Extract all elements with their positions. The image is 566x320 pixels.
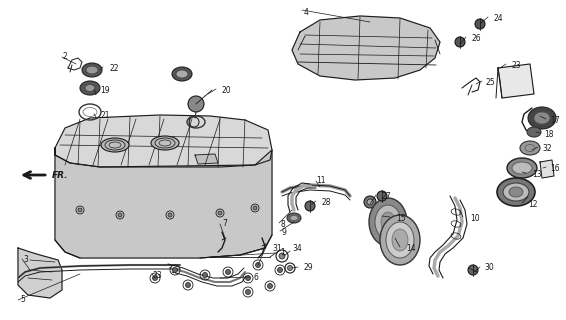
Text: 17: 17	[550, 116, 560, 124]
Circle shape	[475, 19, 485, 29]
Ellipse shape	[155, 138, 175, 148]
Circle shape	[246, 276, 251, 281]
Text: 25: 25	[486, 77, 496, 86]
Polygon shape	[540, 160, 554, 178]
Circle shape	[364, 196, 376, 208]
Ellipse shape	[528, 107, 556, 129]
Text: 29: 29	[304, 263, 314, 273]
Circle shape	[253, 206, 257, 210]
Ellipse shape	[497, 178, 535, 206]
Ellipse shape	[527, 127, 541, 137]
Circle shape	[78, 208, 82, 212]
Ellipse shape	[507, 158, 537, 178]
Circle shape	[168, 213, 172, 217]
Circle shape	[188, 96, 204, 112]
Ellipse shape	[105, 140, 125, 150]
Text: 21: 21	[100, 110, 109, 119]
Text: 13: 13	[532, 170, 542, 179]
Ellipse shape	[290, 215, 298, 220]
Circle shape	[173, 268, 178, 273]
Text: 14: 14	[406, 244, 415, 252]
Text: 4: 4	[304, 7, 309, 17]
Text: 19: 19	[100, 85, 110, 94]
Text: 12: 12	[528, 199, 538, 209]
Ellipse shape	[369, 198, 407, 246]
Polygon shape	[55, 115, 272, 167]
Ellipse shape	[509, 187, 523, 197]
Ellipse shape	[392, 229, 408, 251]
Ellipse shape	[151, 136, 179, 150]
Polygon shape	[498, 64, 534, 98]
Circle shape	[277, 268, 282, 273]
Text: 6: 6	[254, 274, 259, 283]
Text: 10: 10	[470, 213, 479, 222]
Text: 1: 1	[280, 247, 285, 257]
Text: 34: 34	[292, 244, 302, 252]
Ellipse shape	[82, 63, 102, 77]
Text: 27: 27	[382, 191, 392, 201]
Circle shape	[255, 262, 260, 268]
Text: 7: 7	[222, 219, 227, 228]
Ellipse shape	[503, 183, 529, 201]
Text: 23: 23	[512, 60, 522, 69]
Circle shape	[218, 211, 222, 215]
Text: 2: 2	[62, 52, 67, 60]
Polygon shape	[195, 154, 218, 164]
Circle shape	[367, 199, 373, 205]
Text: 18: 18	[544, 130, 554, 139]
Text: 33: 33	[152, 270, 162, 279]
Ellipse shape	[176, 70, 188, 78]
Circle shape	[279, 253, 285, 259]
Text: 15: 15	[396, 213, 406, 222]
Ellipse shape	[534, 112, 550, 124]
Text: 16: 16	[550, 164, 560, 172]
Text: 26: 26	[472, 34, 482, 43]
Text: 22: 22	[109, 63, 118, 73]
Text: 5: 5	[20, 295, 25, 305]
Text: 31: 31	[272, 244, 282, 252]
Text: 24: 24	[494, 13, 504, 22]
Circle shape	[118, 213, 122, 217]
Text: 30: 30	[484, 263, 494, 273]
Text: 11: 11	[316, 175, 325, 185]
Text: 20: 20	[222, 85, 231, 94]
Text: 9: 9	[282, 228, 287, 236]
Ellipse shape	[101, 138, 129, 152]
Text: FR.: FR.	[52, 171, 68, 180]
Ellipse shape	[381, 212, 395, 232]
Ellipse shape	[386, 222, 414, 258]
Polygon shape	[55, 148, 272, 258]
Circle shape	[225, 269, 230, 275]
Circle shape	[288, 266, 293, 270]
Ellipse shape	[80, 81, 100, 95]
Circle shape	[203, 273, 208, 277]
Text: 3: 3	[23, 255, 28, 265]
Ellipse shape	[172, 67, 192, 81]
Ellipse shape	[287, 213, 301, 223]
Text: 32: 32	[542, 143, 552, 153]
Text: 8: 8	[281, 220, 286, 228]
Circle shape	[186, 283, 191, 287]
Circle shape	[377, 191, 387, 201]
Text: 28: 28	[322, 197, 332, 206]
Ellipse shape	[86, 66, 98, 74]
Polygon shape	[292, 16, 440, 80]
Circle shape	[246, 290, 251, 294]
Ellipse shape	[520, 141, 540, 155]
Ellipse shape	[380, 215, 420, 265]
Circle shape	[152, 276, 157, 281]
Circle shape	[305, 201, 315, 211]
Ellipse shape	[85, 84, 95, 92]
Circle shape	[268, 284, 272, 289]
Circle shape	[468, 265, 478, 275]
Circle shape	[455, 37, 465, 47]
Ellipse shape	[512, 162, 532, 174]
Polygon shape	[18, 248, 62, 298]
Ellipse shape	[375, 205, 401, 239]
